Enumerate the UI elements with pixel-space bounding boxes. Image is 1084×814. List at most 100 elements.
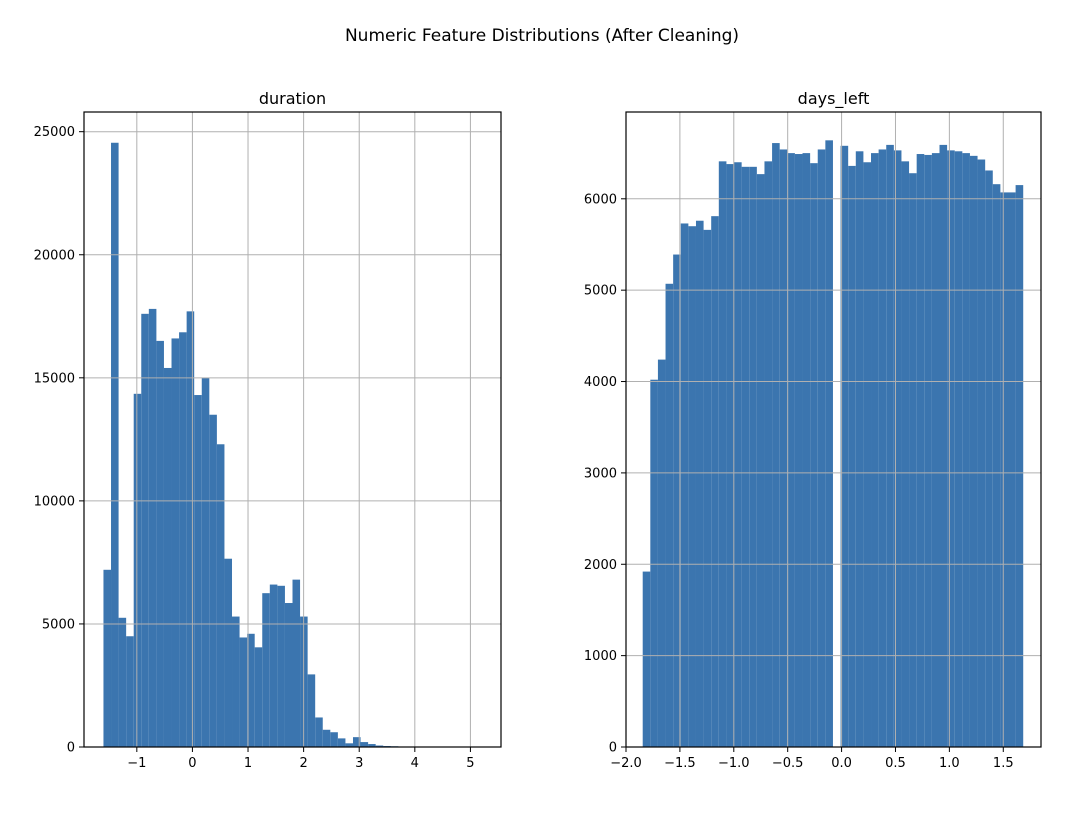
- histogram-bar: [931, 153, 940, 747]
- x-tick-label: 5: [466, 756, 474, 771]
- histogram-bar: [695, 220, 704, 747]
- histogram-bar: [741, 166, 750, 748]
- y-tick-label: 10000: [34, 494, 75, 509]
- histogram-bar: [337, 738, 346, 747]
- histogram-bar: [688, 226, 696, 748]
- histogram-bar: [680, 223, 689, 747]
- histogram-bar: [840, 145, 849, 747]
- histogram-bar: [179, 332, 187, 747]
- histogram-bar: [277, 585, 285, 747]
- histogram-bar: [657, 359, 666, 747]
- histogram-bar: [878, 149, 887, 747]
- histogram-bar: [330, 732, 338, 747]
- y-tick-label: 2000: [584, 558, 617, 573]
- histogram-bar: [269, 584, 278, 747]
- histogram-bar: [133, 393, 142, 747]
- histogram-bar: [163, 367, 172, 747]
- histogram-bar: [726, 164, 735, 748]
- histogram-bar: [855, 151, 864, 747]
- histogram-bar: [969, 155, 978, 748]
- histogram-bar: [360, 742, 369, 747]
- histogram-bar: [292, 579, 301, 747]
- histogram-bar: [315, 717, 323, 747]
- histogram-bar: [262, 593, 270, 747]
- histogram-bar: [232, 616, 240, 747]
- histogram-bar: [802, 153, 811, 747]
- subplot-title: days_left: [798, 89, 870, 109]
- histogram-bar: [901, 161, 910, 747]
- histogram-bar: [772, 143, 780, 747]
- histogram-bar: [224, 558, 233, 747]
- histogram-bar: [909, 173, 917, 747]
- histogram-bar: [322, 729, 331, 747]
- histogram-bar: [186, 311, 195, 747]
- figure-title: Numeric Feature Distributions (After Cle…: [344, 26, 740, 46]
- histogram-bar: [756, 174, 765, 747]
- axes-frame: [83, 111, 502, 748]
- histogram-bar: [201, 377, 210, 747]
- histogram-bar: [871, 153, 879, 747]
- histogram-bar: [111, 142, 119, 747]
- histogram-bars: [103, 142, 482, 747]
- x-tick-label: 0.5: [885, 756, 906, 771]
- histogram-bar: [156, 340, 164, 747]
- histogram-bar: [307, 674, 316, 747]
- histogram-bar: [642, 571, 651, 747]
- histogram-bar: [825, 140, 833, 748]
- histogram-bar: [171, 338, 180, 747]
- histogram-bar: [368, 744, 376, 747]
- y-tick-label: 5000: [42, 617, 75, 632]
- histogram-bar: [711, 216, 719, 748]
- histogram-bar: [375, 745, 384, 747]
- histogram-bar: [810, 163, 818, 747]
- duration-histogram: −1 0 1 2 3 4 5 0 5000 10000 15000 20000 25000 duratio…: [34, 89, 502, 771]
- histogram-bar: [254, 647, 263, 747]
- histogram-bar: [985, 170, 993, 747]
- x-tick-label: −1.0: [718, 756, 750, 771]
- histogram-bar: [893, 150, 902, 748]
- histogram-bar: [962, 153, 970, 747]
- histogram-bar: [345, 743, 353, 747]
- histogram-bar: [848, 165, 856, 747]
- histogram-bars: [642, 140, 1024, 748]
- histogram-bar: [1000, 192, 1008, 747]
- y-tick-label: 3000: [584, 466, 617, 481]
- histogram-bar: [734, 162, 742, 747]
- histogram-bar: [239, 637, 248, 747]
- histogram-bar: [194, 395, 202, 747]
- histogram-bar: [886, 144, 894, 747]
- days-left-histogram: −2.0 −1.5 −1.0 −0.5 0.0 0.5 1.0 1.5 0 1000 2000 300…: [584, 89, 1042, 771]
- histogram-bar: [924, 154, 932, 747]
- grid-lines: [84, 112, 501, 748]
- histogram-bar: [718, 161, 727, 747]
- histogram-bar: [216, 444, 225, 747]
- histogram-bar: [284, 603, 293, 747]
- histogram-bar: [992, 184, 1001, 747]
- histogram-bar: [148, 308, 157, 747]
- histogram-bar: [126, 636, 134, 747]
- histogram-bar: [665, 283, 674, 747]
- histogram-bar: [749, 166, 757, 748]
- histogram-bar: [118, 617, 127, 747]
- y-tick-label: 20000: [34, 248, 75, 263]
- x-tick-label: −1: [127, 756, 146, 771]
- x-tick-label: 1.0: [939, 756, 960, 771]
- axes-frame: [625, 111, 1042, 748]
- histogram-bar: [916, 154, 925, 747]
- y-tick-label: 25000: [34, 125, 75, 140]
- y-tick-label: 1000: [584, 649, 617, 664]
- x-tick-label: −2.0: [610, 756, 642, 771]
- x-tick-label: 1.5: [993, 756, 1014, 771]
- x-tick-label: 0: [188, 756, 196, 771]
- y-tick-label: 0: [609, 741, 617, 756]
- x-tick-label: 0.0: [831, 756, 852, 771]
- x-tick-label: 1: [244, 756, 252, 771]
- histogram-bar: [977, 159, 986, 747]
- histogram-bar: [817, 149, 826, 747]
- x-tick-label: 2: [299, 756, 307, 771]
- subplot-title: duration: [259, 89, 326, 108]
- y-tick-label: 4000: [584, 375, 617, 390]
- histogram-bar: [1007, 192, 1016, 747]
- histogram-bar: [352, 737, 361, 747]
- histogram-bar: [1015, 185, 1024, 748]
